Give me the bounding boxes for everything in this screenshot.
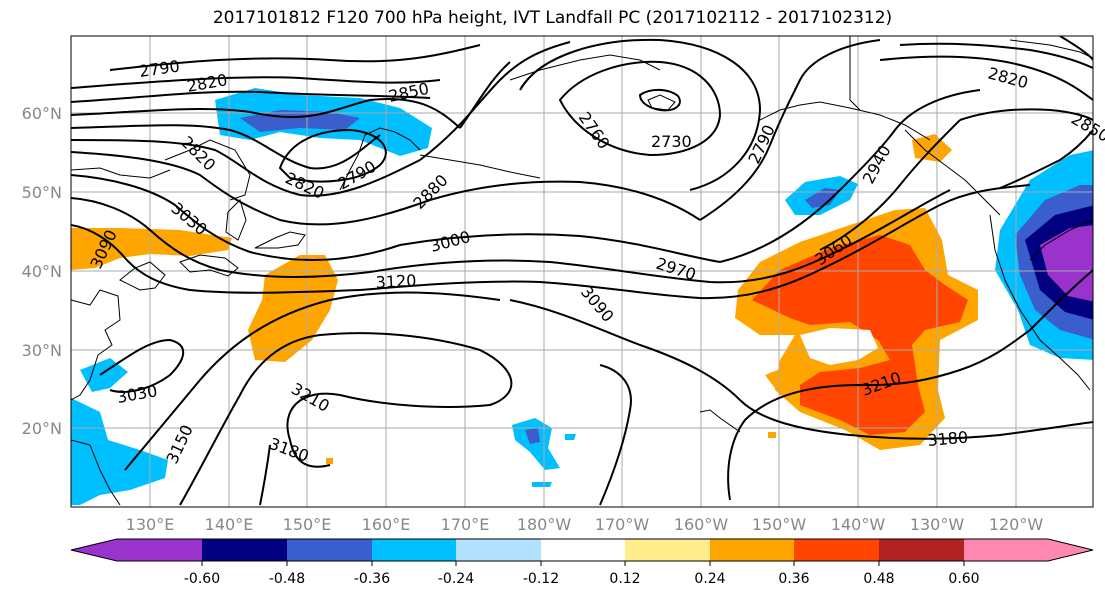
positive-anomaly-shape [326,458,333,464]
colorbar-cell [625,539,710,561]
lon-label: 130°W [910,515,965,534]
colorbar-tick-label: 0.24 [694,571,725,587]
contour-label: 2970 [654,254,699,285]
negative-anomaly-shape [565,434,576,440]
colorbar-cell [287,539,372,561]
contour-label: 2790 [744,122,778,167]
colorbar-ticks [201,561,965,566]
lon-label: 180°W [517,515,572,534]
latitude-labels: 60°N 50°N 40°N 30°N 20°N [22,104,62,438]
map-plot-area [71,36,1093,507]
contour-label: 3180 [267,434,312,466]
colorbar-tick-label: 0.48 [863,571,894,587]
negative-anomaly-shape [71,398,168,505]
lon-label: 170°W [595,515,650,534]
lon-label: 140°W [831,515,886,534]
gridlines [71,36,1093,507]
colorbar-tick-label: -0.36 [354,571,390,587]
contour-label: 3030 [115,381,158,407]
lon-label: 120°W [989,515,1044,534]
colorbar-cell [794,539,879,561]
negative-anomaly-shape [80,358,128,392]
colorbar-tick-label: -0.12 [523,571,559,587]
negative-anomaly-shape [512,418,560,470]
colorbar-cell [541,539,625,561]
positive-anomaly-shape [752,235,968,435]
colorbar-tick-label: 0.36 [778,571,809,587]
colorbar-tick-label: -0.60 [184,571,220,587]
map-frame [70,35,1094,508]
contour-label: 2760 [575,108,614,152]
negative-anomaly-shape [532,482,552,487]
colorbar-cell [1048,539,1093,561]
contour-label: 2820 [986,64,1030,93]
negative-anomaly-shape [525,428,540,444]
colorbar-cell [964,539,1048,561]
positive-anomaly-shape [71,228,232,270]
colorbar-tick-label: 0.60 [948,571,979,587]
lat-label: 50°N [22,183,62,202]
height-contours [71,36,1093,506]
lat-label: 60°N [22,104,62,123]
positive-anomaly-shape [248,255,338,362]
contour-label: 2730 [651,132,692,151]
contour-label: 2790 [138,56,181,80]
colorbar-tick-label: 0.12 [609,571,640,587]
lat-label: 30°N [22,341,62,360]
colorbar: -0.60 -0.48 -0.36 -0.24 -0.12 0.12 0.24 … [70,538,1094,587]
lon-label: 130°E [126,515,175,534]
colorbar-cell [456,539,541,561]
positive-anomaly-shape [765,365,800,395]
colorbar-tick-label: -0.48 [269,571,305,587]
colorbar-tick-label: -0.24 [438,571,474,587]
negative-anomaly-shape [805,188,840,208]
lon-label: 140°E [205,515,254,534]
longitude-labels: 130°E 140°E 150°E 160°E 170°E 180°W 170°… [126,515,1044,534]
ivt-shading [71,88,1093,505]
lon-label: 160°E [362,515,411,534]
contour-label: 2820 [282,168,327,202]
contour-label: 3210 [288,379,333,416]
lon-label: 160°W [674,515,729,534]
contour-label: 3120 [375,271,417,292]
lat-label: 40°N [22,262,62,281]
colorbar-cell [202,539,287,561]
contour-label: 3000 [428,227,472,256]
lon-label: 170°E [441,515,490,534]
positive-anomaly-shape [768,432,776,438]
lon-label: 150°W [752,515,807,534]
colorbar-cell [117,539,202,561]
map-title: 2017101812 F120 700 hPa height, IVT Land… [212,8,893,28]
colorbar-cell [710,539,794,561]
colorbar-outline [70,538,1094,562]
contour-label: 3180 [927,428,969,450]
colorbar-cell [372,539,456,561]
lon-label: 150°E [283,515,332,534]
contour-label: 2850 [1068,109,1105,146]
colorbar-cell [71,539,117,561]
lat-label: 20°N [22,419,62,438]
colorbar-cell [879,539,964,561]
